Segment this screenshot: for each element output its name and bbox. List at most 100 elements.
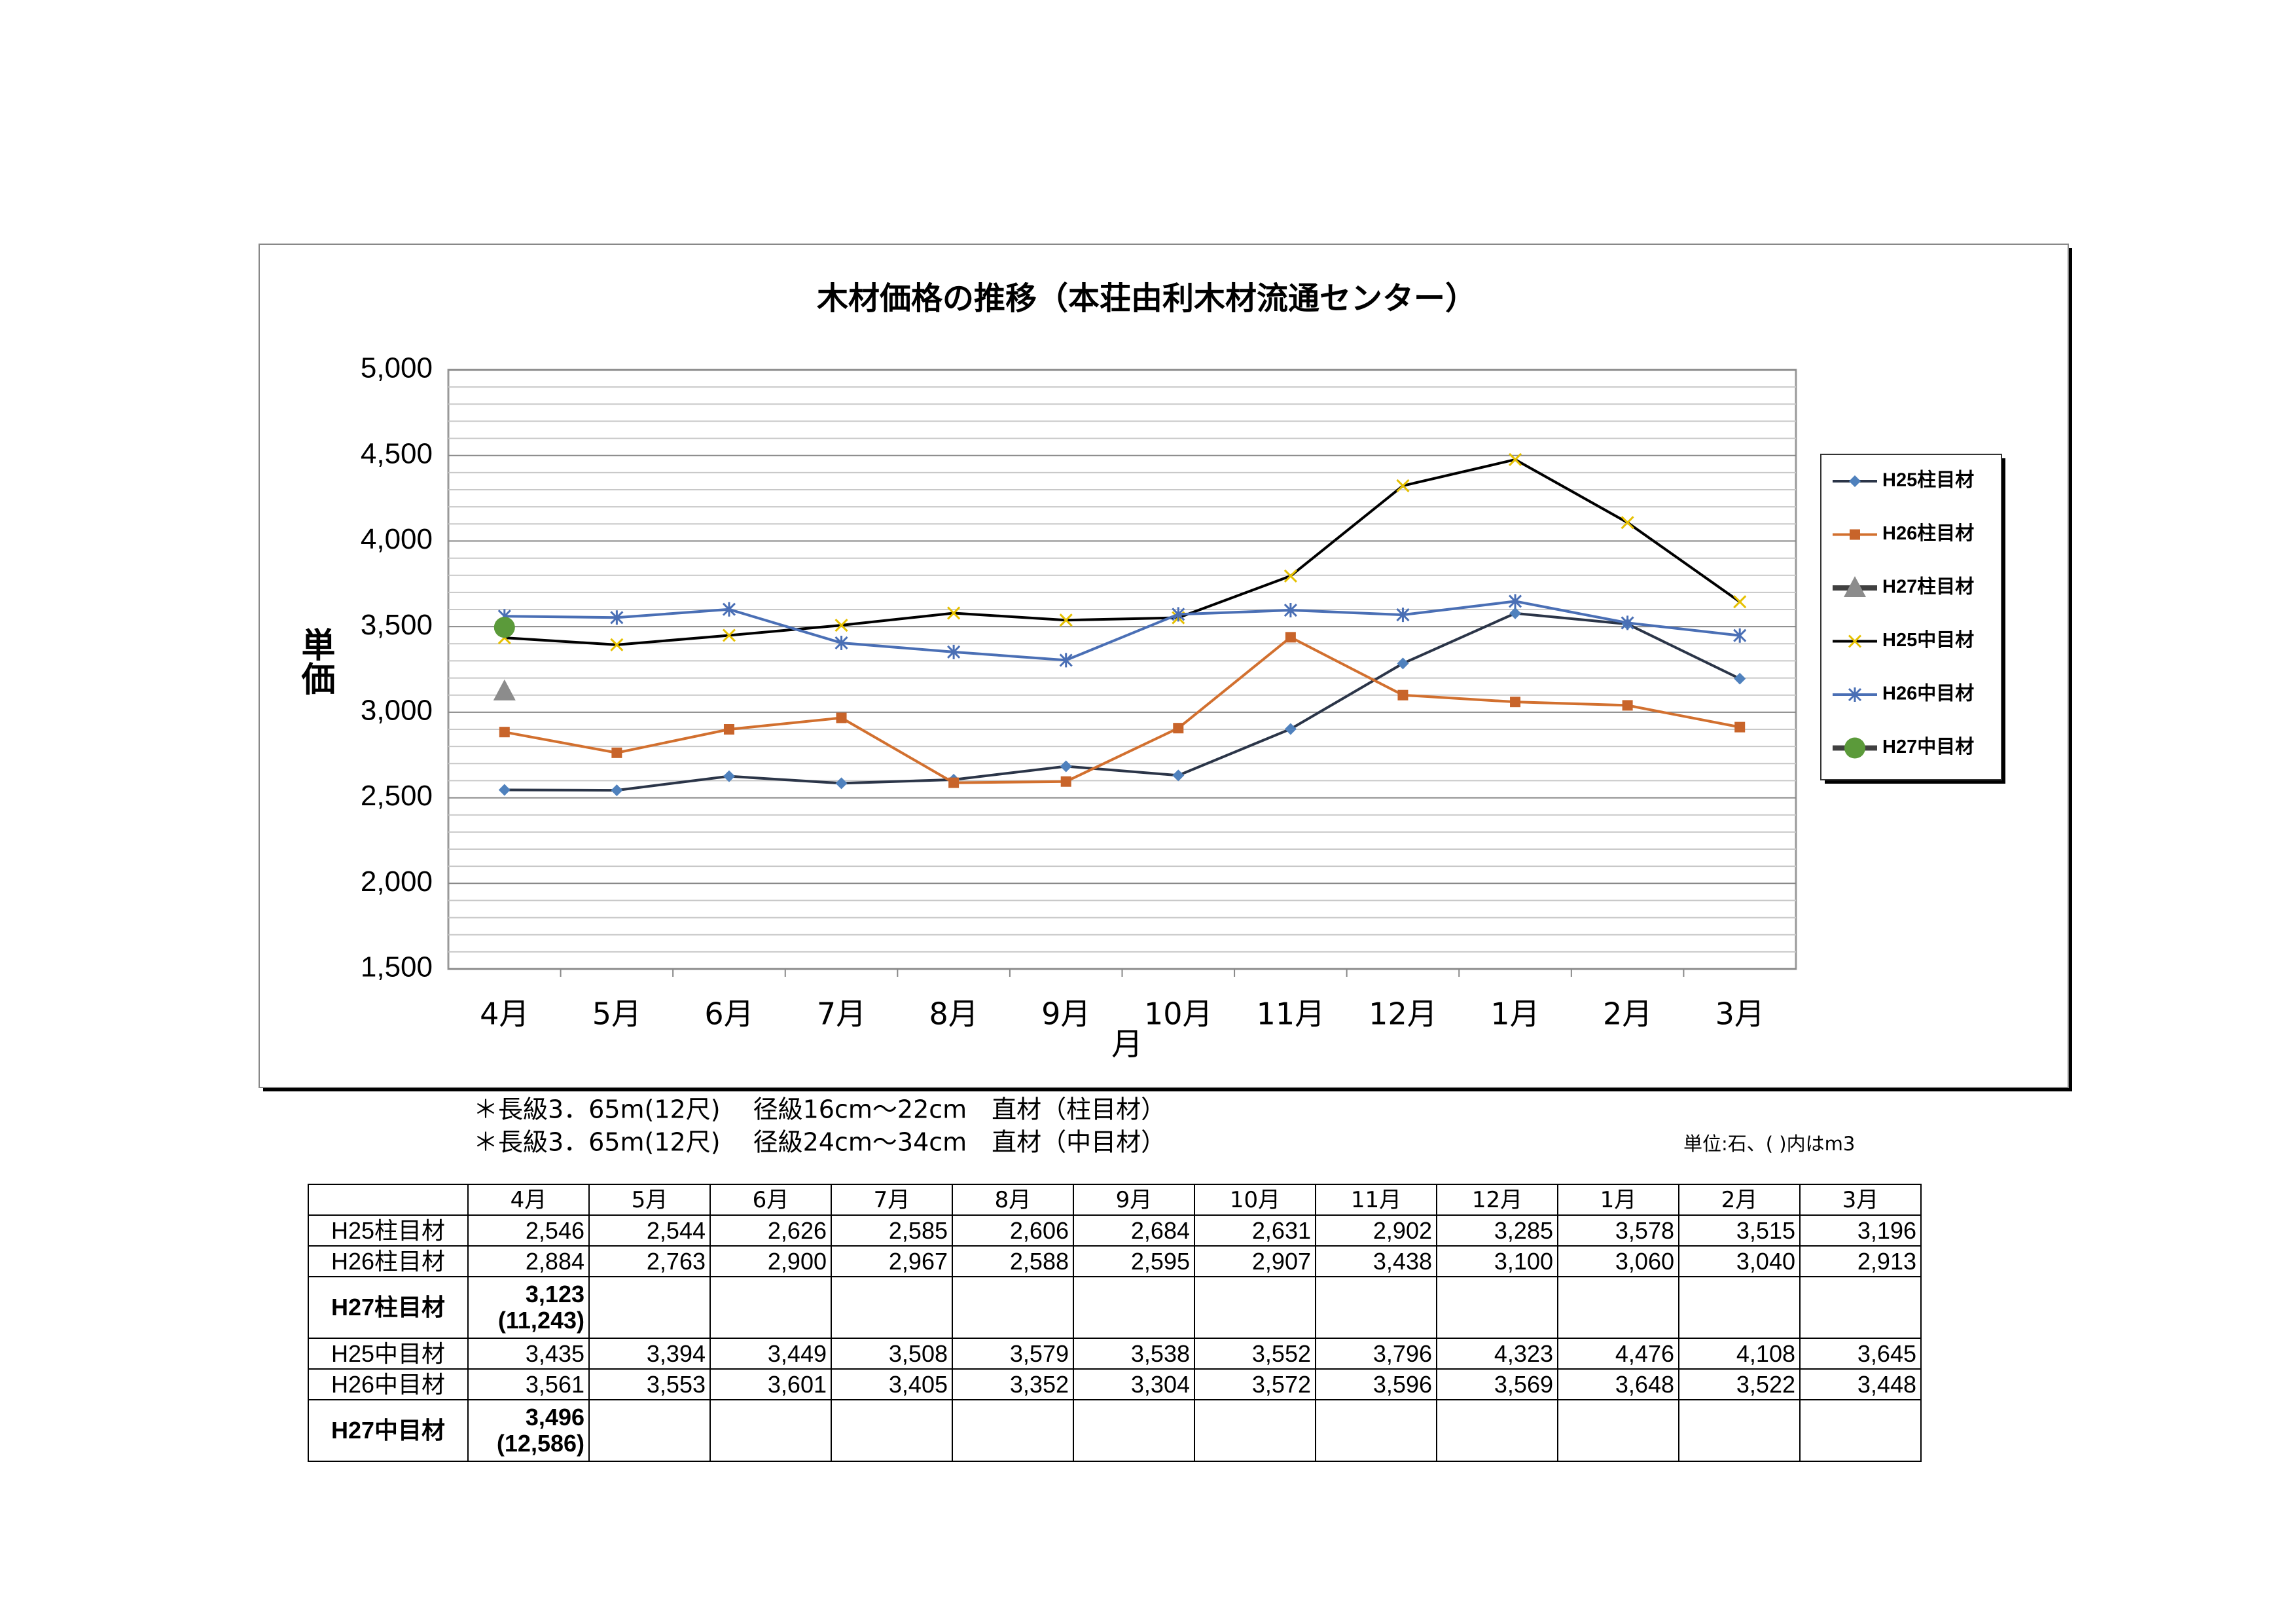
cell — [1194, 1276, 1316, 1339]
cell: 3,508 — [831, 1338, 953, 1370]
cell — [1557, 1276, 1679, 1339]
chart: 木材価格の推移（本荘由利木材流通センター） 単価 月 ＊長級3．65m(12尺)… — [259, 244, 2072, 1157]
table-row: H26中目材 3,561 3,553 3,601 3,405 3,352 3,304 3,57… — [308, 1368, 1922, 1400]
legend-label: H25中目材 — [1882, 629, 1974, 651]
marker — [722, 602, 736, 617]
cell: 3,538 — [1073, 1338, 1195, 1370]
cell: 3,596 — [1315, 1368, 1437, 1400]
marker — [1621, 516, 1634, 530]
cell-line: 3,123 — [525, 1281, 584, 1307]
cell: 4,323 — [1436, 1338, 1558, 1370]
y-tick-label: 3,500 — [361, 609, 433, 641]
y-tick-label: 5,000 — [361, 352, 433, 384]
cell: 4,108 — [1678, 1338, 1801, 1370]
marker — [1850, 529, 1860, 540]
note: ＊長級3．65m(12尺) 径級16cm～22cm 直材（柱目材） — [473, 1095, 1166, 1124]
table-row: H27中目材 3,496 (12,586) — [308, 1399, 1922, 1462]
legend-label: H26柱目材 — [1882, 522, 1974, 544]
marker — [1059, 653, 1073, 668]
table-row: H27柱目材 3,123 (11,243) — [308, 1276, 1922, 1339]
cell: 3,561 — [467, 1368, 590, 1400]
marker — [493, 617, 515, 638]
cell: 3,285 — [1436, 1214, 1558, 1247]
marker — [947, 606, 961, 620]
cell: 3,578 — [1557, 1214, 1679, 1247]
cell — [1436, 1276, 1558, 1339]
marker — [611, 784, 623, 797]
x-tick-label: 1月 — [1490, 996, 1539, 1032]
cell: 2,631 — [1194, 1214, 1316, 1247]
cell: 2,902 — [1315, 1214, 1437, 1247]
cell — [831, 1276, 953, 1339]
table-row: H26柱目材 2,884 2,763 2,900 2,967 2,588 2,595 2,90… — [308, 1245, 1922, 1277]
cell: 3,448 — [1799, 1368, 1922, 1400]
data-table: 4月 5月 6月 7月 8月 9月 10月 11月 12月 1月 2月 3月 H25柱目材 2,546 2,… — [308, 1184, 1922, 1462]
x-tick-label: 5月 — [592, 996, 641, 1032]
cell: 3,123 (11,243) — [467, 1276, 590, 1339]
unit-note: 単位:石、( )内はm3 — [1683, 1133, 1855, 1155]
x-tick-label: 12月 — [1369, 996, 1437, 1032]
marker — [1508, 594, 1522, 609]
note: ＊長級3．65m(12尺) 径級24cm～34cm 直材（中目材） — [473, 1128, 1166, 1157]
cell — [1315, 1399, 1437, 1462]
x-tick-label: 11月 — [1257, 996, 1325, 1032]
cell: 3,796 — [1315, 1338, 1437, 1370]
marker — [1283, 569, 1297, 583]
cell: 3,100 — [1436, 1245, 1558, 1277]
cell: 3,552 — [1194, 1338, 1316, 1370]
cell: 3,060 — [1557, 1245, 1679, 1277]
cell — [1799, 1399, 1922, 1462]
marker — [1734, 672, 1746, 685]
cell: 3,394 — [588, 1338, 711, 1370]
cell: 3,449 — [709, 1338, 832, 1370]
cell: 2,763 — [588, 1245, 711, 1277]
header-cell: 2月 — [1678, 1184, 1801, 1216]
cell: 2,595 — [1073, 1245, 1195, 1277]
y-tick-label: 2,000 — [361, 866, 433, 898]
legend-label: H27柱目材 — [1882, 576, 1974, 598]
marker — [1622, 700, 1633, 711]
cell: 4,476 — [1557, 1338, 1679, 1370]
x-tick-label: 6月 — [704, 996, 753, 1032]
header-cell: 11月 — [1315, 1184, 1437, 1216]
cell: 3,435 — [467, 1338, 590, 1370]
header-cell: 5月 — [588, 1184, 711, 1216]
cell: 2,544 — [588, 1214, 711, 1247]
cell: 2,684 — [1073, 1214, 1195, 1247]
marker — [723, 770, 735, 782]
header-cell: 3月 — [1799, 1184, 1922, 1216]
chart-title: 木材価格の推移（本荘由利木材流通センター） — [817, 280, 1477, 317]
cell: 3,496 (12,586) — [467, 1399, 590, 1462]
cell: 3,572 — [1194, 1368, 1316, 1400]
marker — [1508, 452, 1522, 467]
cell: 3,515 — [1678, 1214, 1801, 1247]
cell: 3,645 — [1799, 1338, 1922, 1370]
cell: 3,405 — [831, 1368, 953, 1400]
marker — [499, 727, 510, 738]
marker — [1396, 479, 1410, 493]
cell: 3,601 — [709, 1368, 832, 1400]
marker — [1510, 697, 1521, 708]
x-tick-label: 2月 — [1603, 996, 1652, 1032]
cell — [1557, 1399, 1679, 1462]
cell: 3,304 — [1073, 1368, 1195, 1400]
legend-label: H27中目材 — [1882, 736, 1974, 757]
cell: 3,438 — [1315, 1245, 1437, 1277]
row-label: H26柱目材 — [308, 1245, 469, 1277]
marker — [610, 610, 624, 625]
marker — [834, 618, 848, 632]
cell — [588, 1399, 711, 1462]
marker — [948, 777, 960, 788]
cell: 2,626 — [709, 1214, 832, 1247]
cell: 3,196 — [1799, 1214, 1922, 1247]
cell — [1073, 1399, 1195, 1462]
marker — [611, 747, 622, 758]
y-axis-label: 単価 — [295, 627, 336, 695]
marker — [1844, 737, 1865, 759]
cell: 2,967 — [831, 1245, 953, 1277]
cell: 3,040 — [1678, 1245, 1801, 1277]
cell — [831, 1399, 953, 1462]
marker — [1509, 607, 1522, 619]
marker — [1059, 613, 1073, 627]
cell — [1073, 1276, 1195, 1339]
